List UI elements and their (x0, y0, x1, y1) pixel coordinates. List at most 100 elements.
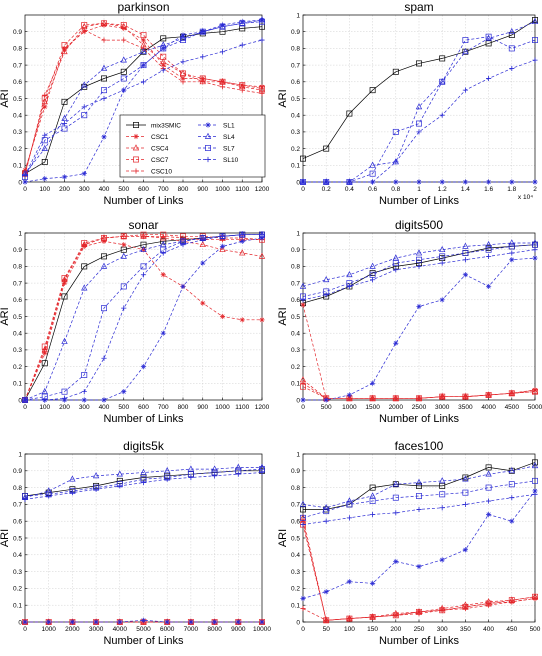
data-point-SL4 (485, 240, 492, 248)
y-tick-label: 0.2 (291, 586, 300, 593)
data-point-SL10 (188, 474, 194, 481)
y-tick-label: 0.9 (291, 468, 300, 475)
data-point-SL1 (509, 179, 515, 185)
y-tick-label: 0.5 (291, 535, 300, 542)
data-point-CSC4 (100, 19, 108, 26)
series-line-SL4 (302, 242, 535, 287)
chart-panel-parkinson: 0 100 200 300 400 500 600 700 800 900 1000 1100 1200… (0, 0, 270, 207)
y-tick-label: 1 (296, 12, 300, 19)
chart-panel-digits5k: 0 1000 2000 3000 4000 5000 6000 7000 8000 9000 100… (0, 439, 271, 647)
x-tick-label: 4500 (505, 404, 520, 411)
data-point-SL1 (509, 518, 515, 524)
data-point-mix3SMIC (508, 32, 515, 38)
data-point-CSC10 (61, 277, 68, 283)
data-point-SL7 (416, 493, 422, 499)
legend-marker-CSC4 (132, 144, 140, 151)
series-line-mix3SMIC (302, 19, 536, 159)
series-CSC10 (300, 595, 538, 623)
data-point-SL10 (393, 267, 399, 273)
data-point-SL4 (45, 487, 52, 494)
y-tick-label: 0.4 (13, 552, 22, 559)
data-point-SL1 (81, 397, 87, 403)
data-point-SL10 (22, 496, 28, 502)
chart-title: digits500 (395, 218, 443, 232)
data-point-SL7 (81, 112, 88, 119)
legend-box (119, 114, 266, 178)
y-tick-label: 0.8 (291, 485, 300, 492)
chart-title: spam (404, 0, 433, 14)
data-point-SL7 (61, 388, 68, 395)
x-tick-label: 500 (321, 404, 332, 411)
data-point-SL4 (346, 497, 353, 504)
data-point-SL1 (439, 179, 445, 185)
data-point-SL10 (22, 172, 28, 178)
y-tick-label: 0.5 (291, 314, 300, 321)
x-axis-label: Number of Links (379, 413, 460, 425)
data-point-SL1 (439, 297, 445, 303)
x-tick-label: 450 (506, 626, 517, 633)
data-point-mix3SMIC (439, 482, 446, 489)
data-point-SL4 (531, 17, 539, 25)
data-point-SL10 (509, 250, 515, 256)
data-point-CSC10 (462, 605, 468, 612)
data-point-mix3SMIC (41, 360, 48, 367)
x-tick-label: 9000 (231, 626, 246, 633)
data-point-SL10 (140, 479, 147, 486)
y-tick-label: 0.9 (13, 29, 22, 36)
data-point-SL10 (121, 305, 127, 311)
data-point-CSC1 (219, 313, 226, 320)
data-point-SL10 (160, 67, 166, 73)
x-tick-label: 1100 (235, 404, 249, 411)
series-SL10 (22, 469, 265, 502)
legend-label-SL10: SL10 (223, 157, 239, 164)
data-point-SL7 (369, 498, 376, 504)
data-point-CSC4 (258, 252, 266, 259)
y-tick-label: 0.9 (291, 247, 300, 254)
x-tick-label: 0 (23, 186, 27, 193)
series-SL1 (300, 488, 538, 602)
x-tick-label: 0 (301, 404, 305, 411)
series-SL10 (22, 232, 265, 403)
data-point-SL4 (120, 252, 127, 259)
data-point-CSC10 (393, 612, 399, 618)
series-line-SL1 (25, 237, 263, 401)
data-point-SL4 (462, 475, 469, 482)
x-tick-label: 0 (23, 404, 27, 411)
data-point-mix3SMIC (300, 155, 306, 162)
y-tick-label: 0.1 (291, 381, 300, 388)
y-tick-label: 0.9 (13, 247, 22, 254)
x-tick-label: 4000 (113, 626, 128, 633)
data-point-SL10 (81, 104, 87, 110)
data-point-SL4 (369, 492, 376, 499)
y-tick-label: 0.6 (291, 79, 300, 86)
data-point-SL1 (259, 619, 265, 625)
data-point-SL7 (259, 18, 265, 25)
data-point-SL1 (219, 243, 226, 249)
x-tick-label: 2000 (389, 404, 404, 411)
data-point-SL1 (42, 176, 48, 182)
data-point-SL1 (188, 619, 194, 625)
data-point-SL7 (416, 120, 422, 127)
y-tick-label: 1 (296, 230, 300, 237)
legend-label-CSC4: CSC4 (151, 145, 169, 152)
data-point-SL10 (462, 501, 468, 507)
data-point-SL7 (101, 305, 107, 312)
data-point-SL10 (180, 242, 186, 248)
data-point-SL1 (462, 547, 468, 553)
x-tick-label: 300 (79, 186, 90, 193)
x-tick-label: 300 (437, 626, 448, 633)
data-point-SL10 (393, 159, 399, 165)
y-tick-label: 1 (296, 451, 300, 458)
data-point-SL4 (531, 462, 539, 469)
y-tick-label: 0.6 (13, 297, 22, 304)
y-tick-label: 0.3 (291, 129, 300, 136)
data-point-SL1 (140, 364, 147, 370)
chart-panel-spam: 0 0.2 0.4 0.6 0.8 1 1.2 1.4 1.6 1.8 2 0 0.1 0.2 0.3 0.4… (277, 0, 539, 207)
data-point-SL10 (323, 292, 329, 298)
chart-title: digits5k (123, 439, 165, 453)
data-point-SL7 (485, 246, 492, 253)
data-point-mix3SMIC (101, 253, 107, 260)
legend-marker-CSC1 (133, 133, 139, 140)
y-tick-label: 0.4 (13, 331, 22, 338)
